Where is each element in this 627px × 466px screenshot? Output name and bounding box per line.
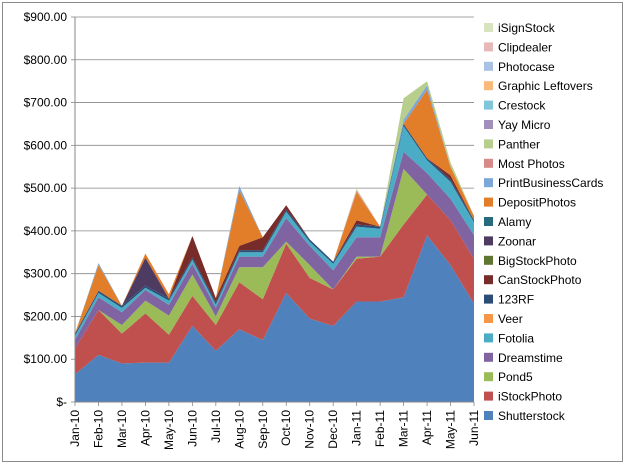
legend-label: Shutterstock	[498, 409, 566, 423]
legend-swatch	[484, 333, 493, 343]
y-tick-label: $-	[56, 395, 67, 409]
y-tick-label: $800.00	[24, 53, 68, 67]
legend-label: iStockPhoto	[498, 390, 562, 404]
legend-label: CanStockPhoto	[498, 273, 582, 287]
legend-label: Yay Micro	[498, 118, 551, 132]
x-tick-label: Apr-11	[420, 410, 434, 445]
legend-label: Clipdealer	[498, 40, 552, 54]
x-tick-label: Mar-10	[115, 410, 129, 448]
x-tick-label: May-10	[162, 410, 176, 450]
legend-label: Graphic Leftovers	[498, 79, 593, 93]
legend-swatch	[484, 158, 493, 168]
legend-swatch	[484, 294, 493, 304]
x-tick-label: Dec-10	[326, 410, 340, 449]
area-istockphoto	[75, 194, 474, 375]
x-tick-label: Apr-10	[138, 410, 152, 446]
legend: iSignStock Clipdealer Photocase Graphic Lef…	[484, 21, 603, 423]
area-123rf	[75, 123, 474, 336]
area-shutterstock	[75, 235, 474, 402]
area-canstockphoto	[75, 123, 474, 334]
area-panther	[75, 81, 474, 334]
legend-swatch	[484, 61, 493, 71]
y-tick-label: $500.00	[24, 181, 68, 195]
legend-label: Crestock	[498, 99, 546, 113]
legend-swatch	[484, 197, 493, 207]
x-tick-label: Jan-10	[68, 410, 82, 447]
x-tick-label: Jan-11	[350, 410, 364, 446]
y-tick-label: $400.00	[24, 224, 68, 238]
y-tick-label: $700.00	[24, 96, 68, 110]
legend-swatch	[484, 411, 493, 420]
x-tick-label: Aug-10	[232, 410, 246, 449]
legend-label: Pond5	[498, 370, 533, 384]
x-tick-label: Jun-10	[185, 410, 199, 447]
legend-swatch	[484, 81, 493, 91]
legend-label: PrintBusinessCards	[498, 176, 603, 190]
legend-label: 123RF	[498, 293, 534, 307]
legend-swatch	[484, 42, 493, 52]
y-tick-label: $300.00	[24, 267, 68, 281]
legend-label: Zoonar	[498, 234, 536, 248]
legend-label: Photocase	[498, 60, 555, 74]
legend-label: Alamy	[498, 215, 531, 229]
x-tick-label: Mar-11	[397, 410, 411, 447]
area-fotolia	[75, 126, 474, 340]
legend-swatch	[484, 275, 493, 285]
x-tick-label: Sep-10	[256, 410, 270, 449]
legend-swatch	[484, 372, 493, 382]
legend-label: Dreamstime	[498, 351, 563, 365]
legend-swatch	[484, 178, 493, 188]
legend-swatch	[484, 314, 493, 323]
plot-areas	[75, 81, 474, 402]
x-tick-label: May-11	[444, 410, 458, 449]
y-tick-label: $900.00	[24, 10, 68, 24]
y-tick-label: $200.00	[24, 309, 68, 323]
x-tick-label: Jul-10	[209, 410, 223, 443]
legend-label: iSignStock	[498, 21, 556, 35]
stacked-area-chart: $- $100.00 $200.00 $300.00 $400.00 $500.00 $60…	[24, 10, 604, 450]
legend-label: BigStockPhoto	[498, 254, 577, 268]
legend-label: DepositPhotos	[498, 196, 576, 210]
legend-swatch	[484, 352, 493, 362]
legend-swatch	[484, 120, 493, 129]
axes: $- $100.00 $200.00 $300.00 $400.00 $500.00 $60…	[24, 10, 481, 450]
legend-swatch	[484, 236, 493, 246]
x-tick-label: Feb-11	[373, 410, 387, 447]
area-pond5	[75, 168, 474, 349]
legend-swatch	[484, 23, 493, 32]
x-tick-label: Feb-10	[91, 410, 105, 448]
legend-label: Fotolia	[498, 331, 534, 345]
area-depositphotos	[75, 89, 474, 334]
area-dreamstime	[75, 151, 474, 349]
y-tick-label: $600.00	[24, 138, 68, 152]
legend-swatch	[484, 255, 493, 265]
legend-swatch	[484, 391, 493, 401]
x-tick-label: Oct-10	[279, 410, 293, 446]
legend-label: Most Photos	[498, 157, 565, 171]
legend-label: Veer	[498, 312, 523, 326]
x-tick-label: Jun-11	[467, 410, 481, 446]
y-tick-label: $100.00	[24, 352, 68, 366]
legend-swatch	[484, 100, 493, 110]
x-tick-label: Nov-10	[303, 410, 317, 449]
area-printbusinesscards	[75, 85, 474, 334]
legend-label: Panther	[498, 137, 540, 151]
chart-frame: $- $100.00 $200.00 $300.00 $400.00 $500.00 $60…	[2, 2, 623, 462]
legend-swatch	[484, 217, 493, 226]
legend-swatch	[484, 139, 493, 149]
